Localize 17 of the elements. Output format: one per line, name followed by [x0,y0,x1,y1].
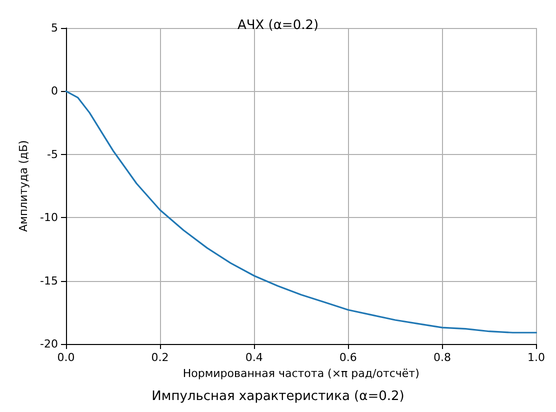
y-tick-label: 0 [51,84,58,98]
y-tick-label: -5 [47,148,58,161]
y-tick-label: -20 [40,338,58,350]
x-tick-label: 0.6 [339,351,357,364]
text: Импульсная характеристика (α=0.2) [152,389,404,404]
y-tick-label: -10 [40,211,58,224]
x-tick-label: 0.2 [151,351,169,364]
y-tick-label: 5 [51,22,58,34]
x-tick-label: 1.0 [528,351,546,364]
chart-title: АЧХ (α=0.2) [237,18,319,33]
x-tick-label: 0.8 [433,351,451,364]
y-axis-title: Амплитуда (дБ) [17,140,30,232]
line-series [65,90,538,334]
x-axis-title: Нормированная частота (×π рад/отсчёт) [182,367,420,380]
x-tick-label: 0.0 [57,351,75,364]
x-tick-label: 0.4 [245,351,263,364]
y-tick-label: -15 [40,274,58,288]
